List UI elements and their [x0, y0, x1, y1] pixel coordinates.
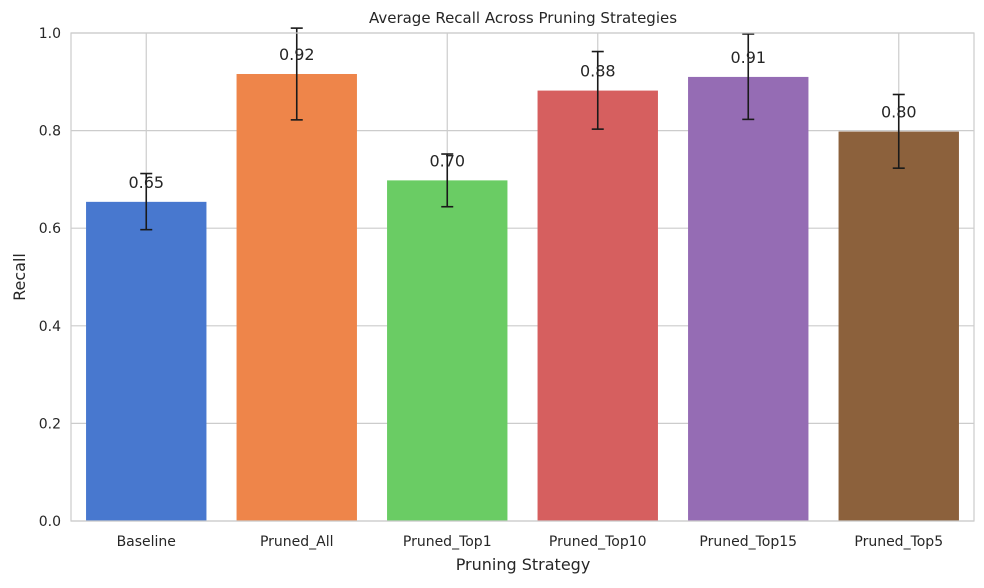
- bar-baseline: [86, 201, 207, 521]
- y-tick-label: 0.2: [39, 416, 61, 432]
- bar-pruned-top15: [688, 76, 809, 522]
- y-tick-label: 0.0: [39, 514, 61, 530]
- value-labels: 0.65 0.92 0.70 0.88 0.91 0.80: [128, 45, 916, 192]
- bar-pruned-all: [236, 73, 357, 521]
- error-bar: [441, 153, 454, 208]
- value-label: 0.80: [881, 103, 917, 122]
- value-label: 0.70: [429, 151, 465, 170]
- plot-frame: [70, 32, 975, 522]
- error-bar: [290, 27, 303, 121]
- y-tick-label: 1.0: [39, 26, 61, 42]
- y-axis-ticks: 0.0 0.2 0.4 0.6 0.8 1.0: [39, 26, 61, 530]
- bar-pruned-top10: [537, 90, 658, 522]
- value-label: 0.65: [128, 173, 164, 192]
- y-tick-label: 0.4: [39, 319, 61, 335]
- x-axis-label: Pruning Strategy: [456, 555, 591, 574]
- x-tick-label: Pruned_All: [260, 534, 334, 550]
- y-axis-label: Recall: [10, 253, 29, 301]
- y-tick-label: 0.6: [39, 221, 61, 237]
- error-bar: [892, 93, 905, 169]
- x-tick-label: Baseline: [117, 534, 176, 550]
- value-label: 0.92: [279, 45, 315, 64]
- error-bars: [140, 27, 905, 231]
- chart-title: Average Recall Across Pruning Strategies: [369, 9, 677, 27]
- x-axis-ticks: Baseline Pruned_All Pruned_Top1 Pruned_Top1…: [117, 534, 944, 550]
- error-bar: [742, 33, 755, 121]
- x-tick-label: Pruned_Top15: [699, 534, 797, 550]
- value-label: 0.88: [580, 62, 616, 81]
- bars: [86, 73, 959, 522]
- x-tick-label: Pruned_Top5: [854, 534, 943, 550]
- bar-pruned-top5: [838, 131, 959, 522]
- x-tick-label: Pruned_Top10: [549, 534, 647, 550]
- x-tick-label: Pruned_Top1: [403, 534, 492, 550]
- error-bar: [140, 172, 153, 231]
- bar-pruned-top1: [387, 180, 508, 521]
- error-bar: [591, 50, 604, 130]
- y-tick-label: 0.8: [39, 124, 61, 140]
- value-label: 0.91: [730, 48, 766, 67]
